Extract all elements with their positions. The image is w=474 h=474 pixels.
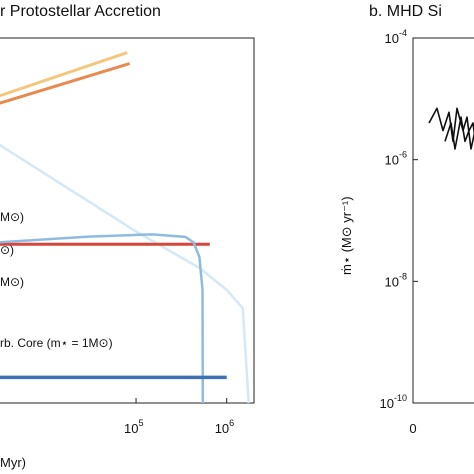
legend-entry-3: M⊙)	[0, 275, 24, 289]
y-tick-label-4: 10-10	[380, 393, 407, 411]
legend-entry-4: rb. Core (m⋆ = 1M⊙)	[0, 336, 113, 350]
panel-b-title: b. MHD Si	[369, 3, 442, 20]
y-tick-label-3: 10-8	[385, 271, 407, 289]
series-line-1	[0, 51, 128, 98]
panel-a-xlabel: Myr)	[0, 455, 26, 470]
panel-b-plot-area	[412, 37, 474, 404]
mhd-series-line-2	[444, 116, 474, 150]
series-line-3	[0, 143, 250, 404]
y-tick-label-2: 10-6	[385, 150, 407, 168]
legend-entry-1: M⊙)	[0, 210, 24, 224]
legend-entry-2: ⊙)	[0, 243, 14, 257]
panel-b-lines	[428, 107, 474, 150]
panel-a-x-ticks: 105 106	[124, 398, 234, 436]
x-tick-label-2: 106	[215, 418, 234, 436]
panel-b-x-ticks: 0	[409, 421, 416, 436]
y-tick-label-1: 10-4	[385, 28, 407, 46]
b-x-tick-label-1: 0	[409, 421, 416, 436]
series-line-2	[0, 62, 131, 105]
panel-a-lines	[0, 51, 250, 404]
x-tick-label-1: 105	[124, 418, 143, 436]
panel-a-plot-area	[0, 37, 255, 404]
panel-b-y-ticks: 10-4 10-6 10-8 10-10	[380, 28, 418, 411]
panel-b-ylabel: ṁ⋆ (M⊙ yr⁻¹)	[339, 196, 354, 275]
series-line-5	[0, 233, 205, 404]
panel-a-title: r Protostellar Accretion	[0, 3, 161, 20]
